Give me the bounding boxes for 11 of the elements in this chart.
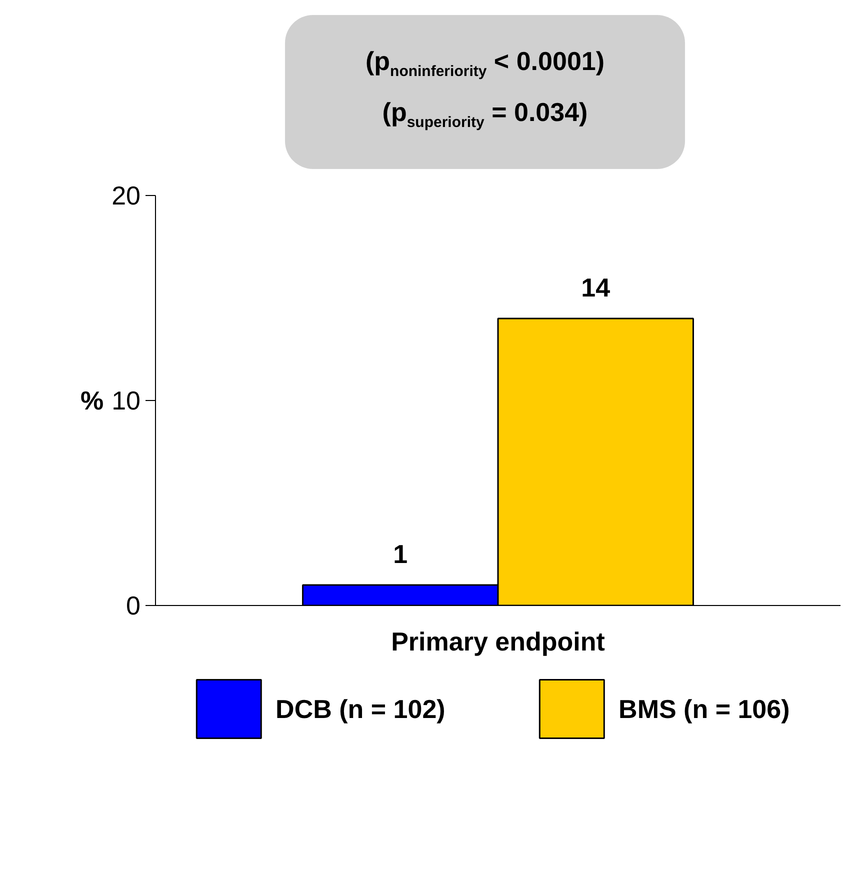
y-axis-title: % xyxy=(80,386,104,416)
legend-label: BMS (n = 106) xyxy=(618,694,790,724)
y-tick-label: 0 xyxy=(126,590,141,620)
y-tick-label: 20 xyxy=(112,180,140,210)
text: (p$_{noninferiority}$ < 0.0001) xyxy=(365,46,605,80)
data-label: 1 xyxy=(393,539,408,569)
x-tick-label: Primary endpoint xyxy=(391,626,606,656)
y-tick-label: 10 xyxy=(112,386,140,416)
text: (p$_{superiority}$ = 0.034) xyxy=(382,97,588,132)
data-label: 14 xyxy=(581,272,611,302)
legend-label: DCB (n = 102) xyxy=(276,694,446,724)
